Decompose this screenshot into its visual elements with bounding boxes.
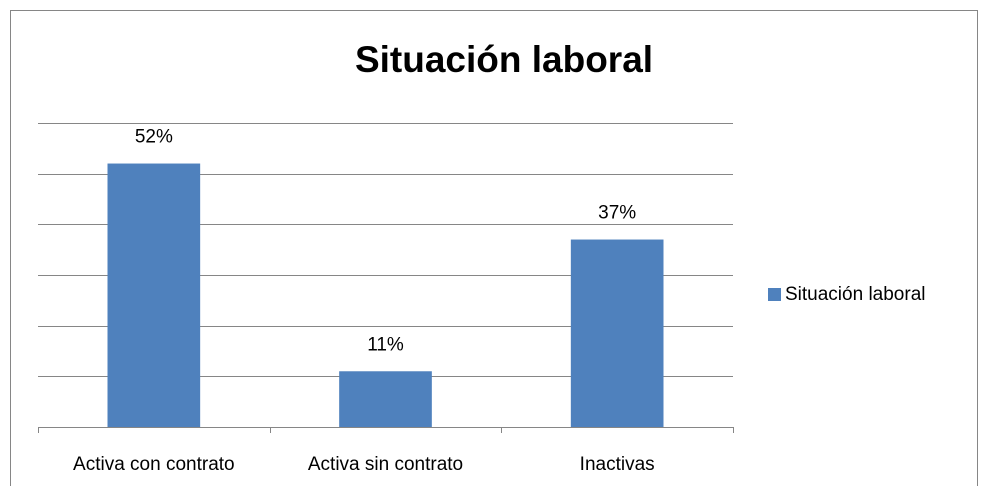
chart-title: Situación laboral [355,39,653,80]
x-tick-label: Activa con contrato [73,454,235,475]
data-label: 52% [135,127,173,148]
x-tick-label: Inactivas [580,454,655,475]
bar [107,163,201,428]
data-label: 37% [598,203,636,224]
legend-swatch [768,288,781,301]
bar [570,239,664,427]
bar [339,371,432,427]
data-label: 11% [367,334,404,355]
legend-label: Situación laboral [785,284,925,305]
x-tick-label: Activa sin contrato [308,454,463,475]
